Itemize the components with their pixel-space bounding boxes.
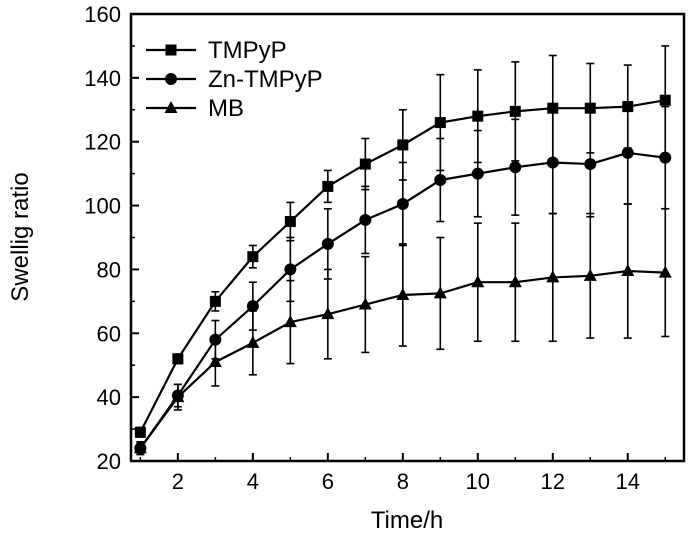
data-point: [621, 146, 634, 159]
data-point: [621, 264, 635, 277]
data-point: [546, 156, 559, 169]
data-point: [322, 180, 334, 192]
data-point: [547, 102, 559, 114]
x-tick-label: 12: [541, 469, 565, 494]
x-tick-label: 10: [466, 469, 490, 494]
y-tick-label: 40: [97, 385, 121, 410]
series-mb: [133, 203, 672, 456]
data-point: [434, 174, 447, 187]
x-tick-label: 4: [247, 469, 259, 494]
series-zn-tmpyp: [134, 101, 672, 455]
data-point: [246, 335, 260, 348]
data-point: [471, 167, 484, 180]
data-point: [659, 151, 672, 164]
legend-label: TMPyP: [208, 37, 287, 64]
data-point: [284, 263, 297, 276]
legend-marker: [165, 73, 177, 85]
x-tick-label: 8: [397, 469, 409, 494]
data-point: [509, 161, 522, 174]
legend-marker: [164, 101, 178, 113]
data-point: [471, 275, 485, 288]
data-point: [134, 426, 146, 438]
x-tick-label: 14: [616, 469, 640, 494]
legend-label: Zn-TMPyP: [208, 66, 323, 93]
data-point: [208, 355, 222, 368]
y-axis-title: Swellig ratio: [7, 172, 34, 301]
data-point: [172, 353, 184, 365]
data-point: [584, 102, 596, 114]
data-point: [508, 275, 522, 288]
x-axis-title: Time/h: [371, 507, 443, 534]
data-point: [247, 251, 259, 263]
y-tick-label: 140: [84, 66, 121, 91]
legend-label: MB: [208, 95, 244, 122]
data-point: [171, 390, 185, 403]
data-point: [283, 315, 297, 328]
legend-marker: [165, 44, 177, 56]
x-tick-label: 2: [172, 469, 184, 494]
data-point: [433, 286, 447, 299]
data-point: [396, 287, 410, 300]
data-point: [321, 307, 335, 320]
y-tick-label: 60: [97, 321, 121, 346]
data-point: [321, 237, 334, 250]
data-point: [359, 158, 371, 170]
data-point: [284, 216, 296, 228]
data-point: [209, 295, 221, 307]
y-tick-label: 120: [84, 130, 121, 155]
data-point: [659, 94, 671, 106]
y-tick-label: 160: [84, 2, 121, 27]
x-tick-label: 6: [322, 469, 334, 494]
y-tick-label: 100: [84, 194, 121, 219]
data-point: [583, 268, 597, 281]
data-point: [358, 297, 372, 310]
y-tick-label: 20: [97, 449, 121, 474]
y-tick-label: 80: [97, 257, 121, 282]
data-point: [472, 110, 484, 122]
data-point: [584, 158, 597, 171]
data-point: [509, 105, 521, 117]
data-point: [246, 300, 259, 313]
data-point: [434, 117, 446, 129]
data-point: [396, 197, 409, 210]
data-point: [546, 270, 560, 283]
data-point: [359, 213, 372, 226]
data-point: [133, 441, 147, 454]
data-point: [658, 265, 672, 278]
data-point: [397, 139, 409, 151]
